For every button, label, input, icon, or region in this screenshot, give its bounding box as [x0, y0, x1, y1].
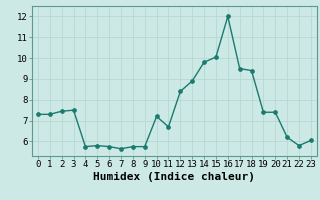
X-axis label: Humidex (Indice chaleur): Humidex (Indice chaleur)	[93, 172, 255, 182]
